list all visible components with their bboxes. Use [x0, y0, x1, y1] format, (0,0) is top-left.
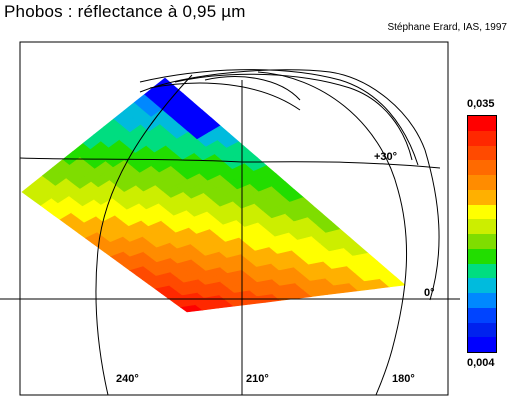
colorbar-swatch — [468, 278, 496, 293]
colorbar-swatch — [468, 322, 496, 338]
colorbar-swatch — [468, 204, 496, 220]
limb-outline-2 — [139, 69, 419, 166]
longitude-label-240: 240° — [116, 373, 139, 385]
limb-outline-5 — [149, 82, 301, 111]
colorbar-max-label: 0,035 — [467, 98, 495, 110]
longitude-label-210: 210° — [246, 373, 269, 385]
colorbar-swatch — [468, 145, 496, 161]
latitude-label-30: +30° — [374, 151, 398, 163]
map-title: Phobos : réflectance à 0,95 µm — [4, 2, 246, 21]
colorbar-swatch — [468, 160, 496, 175]
latitude-curve-30 — [19, 157, 441, 169]
limb-outline-1 — [139, 69, 440, 301]
reflectance-swath — [21, 77, 406, 313]
author-credit: Stéphane Erard, IAS, 1997 — [387, 22, 507, 33]
limb-outline-3 — [174, 73, 413, 161]
colorbar-swatch — [468, 189, 496, 205]
colorbar-min-label: 0,004 — [467, 357, 495, 369]
colorbar-swatch — [468, 116, 496, 131]
colorbar-swatch — [468, 293, 496, 308]
longitude-label-180: 180° — [392, 373, 415, 385]
latitude-label-0: 0° — [424, 287, 435, 299]
meridian-240 — [95, 74, 193, 396]
colorbar-swatch — [468, 175, 496, 190]
colorbar — [467, 115, 497, 353]
colorbar-swatch — [468, 130, 496, 146]
colorbar-swatch — [468, 307, 496, 323]
meridian-180 — [257, 71, 408, 396]
graticule — [0, 41, 460, 396]
colorbar-swatch — [468, 263, 496, 279]
colorbar-swatch — [468, 248, 496, 264]
colorbar-swatch — [468, 337, 496, 352]
limb-outline-4 — [204, 76, 301, 101]
colorbar-swatch — [468, 234, 496, 249]
map-frame — [19, 41, 449, 396]
colorbar-swatch — [468, 219, 496, 234]
